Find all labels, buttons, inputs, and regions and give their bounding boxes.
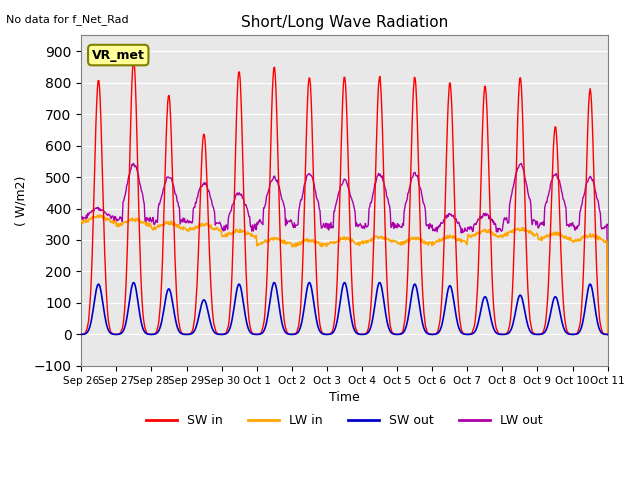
Y-axis label: ( W/m2): ( W/m2)	[15, 176, 28, 226]
X-axis label: Time: Time	[329, 391, 360, 404]
Legend: SW in, LW in, SW out, LW out: SW in, LW in, SW out, LW out	[141, 409, 548, 432]
Title: Short/Long Wave Radiation: Short/Long Wave Radiation	[241, 15, 448, 30]
Text: No data for f_Net_Rad: No data for f_Net_Rad	[6, 14, 129, 25]
Text: VR_met: VR_met	[92, 48, 145, 61]
